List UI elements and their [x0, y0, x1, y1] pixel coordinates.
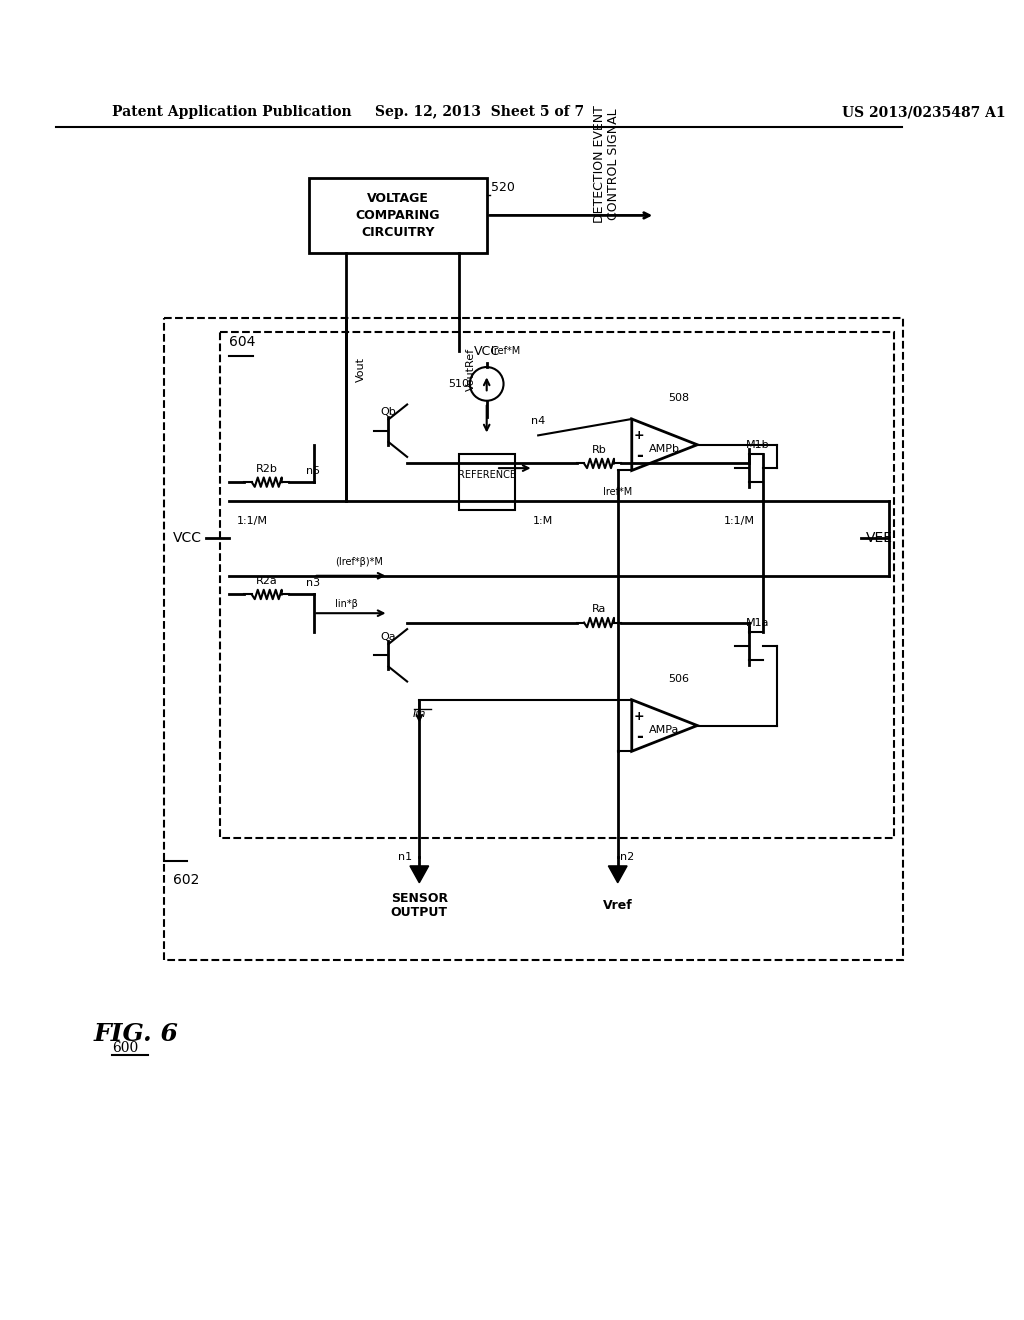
Text: Qa: Qa [381, 631, 396, 642]
Text: +: + [634, 429, 644, 442]
Text: 1:M: 1:M [532, 516, 553, 527]
Text: +: + [634, 710, 644, 722]
Text: M1b: M1b [746, 440, 770, 450]
Text: Sep. 12, 2013  Sheet 5 of 7: Sep. 12, 2013 Sheet 5 of 7 [375, 106, 584, 120]
Text: -: - [636, 727, 643, 746]
Text: US 2013/0235487 A1: US 2013/0235487 A1 [843, 106, 1006, 120]
Text: 510: 510 [449, 379, 469, 389]
Text: Ra: Ra [592, 605, 606, 614]
Bar [164, 318, 903, 960]
Text: CIRCUITRY: CIRCUITRY [361, 226, 434, 239]
Text: 1:1/M: 1:1/M [238, 516, 268, 527]
Text: SENSOR: SENSOR [391, 892, 447, 906]
Text: 602: 602 [173, 873, 200, 887]
Text: Rb: Rb [592, 445, 606, 455]
Text: 1:1/M: 1:1/M [724, 516, 755, 527]
Text: n5: n5 [306, 466, 321, 477]
Text: 520: 520 [492, 181, 515, 194]
Text: R2a: R2a [256, 577, 278, 586]
Text: 604: 604 [229, 335, 256, 348]
Text: Vout: Vout [355, 358, 366, 383]
Text: Iin*β: Iin*β [335, 599, 358, 609]
Bar [459, 454, 515, 511]
Bar [309, 178, 486, 253]
Text: 600: 600 [113, 1041, 138, 1056]
Text: AMPa: AMPa [649, 725, 680, 735]
Polygon shape [608, 866, 627, 883]
Text: M1a: M1a [746, 618, 770, 627]
Text: CONTROL SIGNAL: CONTROL SIGNAL [606, 108, 620, 219]
Polygon shape [410, 866, 429, 883]
Text: n1: n1 [398, 851, 413, 862]
Text: Iref*M: Iref*M [603, 487, 633, 496]
Text: COMPARING: COMPARING [355, 209, 440, 222]
Text: VCC: VCC [173, 532, 202, 545]
Text: Vref: Vref [603, 899, 633, 912]
Text: FIG. 6: FIG. 6 [93, 1023, 178, 1047]
Text: Patent Application Publication: Patent Application Publication [113, 106, 352, 120]
Text: 506: 506 [668, 673, 689, 684]
Text: OUTPUT: OUTPUT [391, 907, 447, 919]
Text: VOLTAGE: VOLTAGE [367, 193, 429, 205]
Text: Qb: Qb [381, 407, 396, 417]
Text: AMPb: AMPb [649, 445, 680, 454]
Text: DETECTION EVENT: DETECTION EVENT [593, 106, 605, 223]
Text: (Iref*β)*M: (Iref*β)*M [335, 557, 383, 566]
Text: VEE: VEE [866, 532, 893, 545]
Text: Iin: Iin [413, 709, 426, 719]
Text: n2: n2 [620, 851, 634, 862]
Text: n3: n3 [306, 578, 321, 589]
Text: VoutRef: VoutRef [466, 348, 476, 392]
Text: REFERENCE: REFERENCE [458, 470, 516, 479]
Text: R2b: R2b [256, 465, 278, 474]
Text: Iref*M: Iref*M [490, 346, 520, 356]
Text: -: - [636, 447, 643, 465]
Bar [220, 333, 894, 838]
Text: VCC: VCC [474, 345, 500, 358]
Text: 508: 508 [668, 393, 689, 403]
Text: n4: n4 [531, 416, 546, 426]
